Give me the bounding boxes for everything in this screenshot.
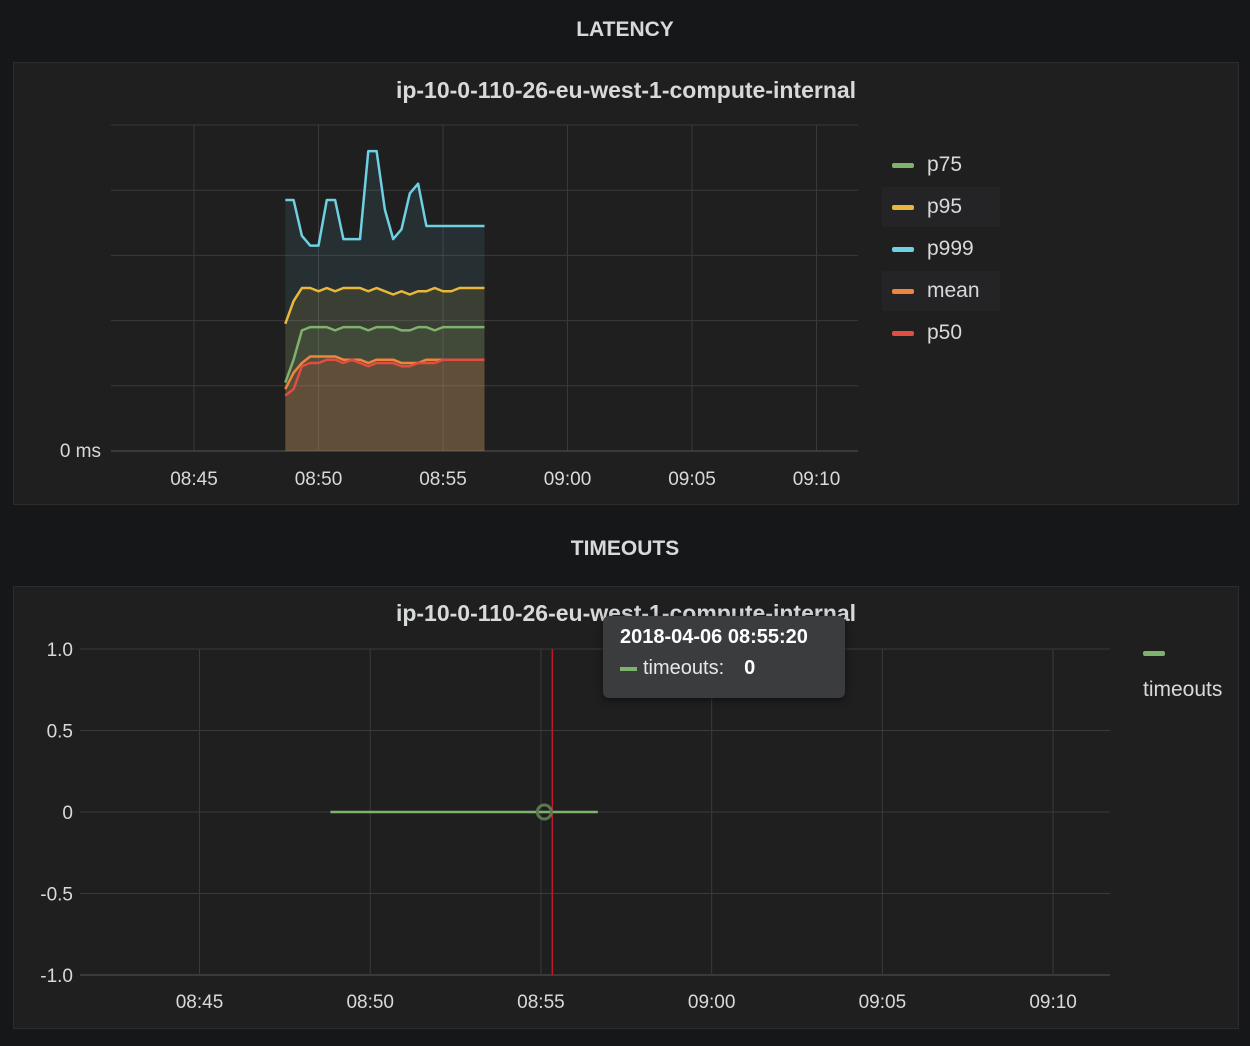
series-line-p999 [285, 149, 485, 247]
row-title-latency[interactable]: LATENCY [576, 18, 674, 41]
tooltip-time: 2018-04-06 08:55:20 [620, 626, 808, 648]
legend-item-timeouts[interactable]: timeouts [1143, 651, 1222, 702]
legend-item-mean[interactable]: mean [882, 271, 1000, 311]
legend-item-p999[interactable]: p999 [882, 229, 1000, 269]
tooltip-row: timeouts: 0 [620, 657, 755, 680]
x-tick-label: 09:05 [859, 992, 907, 1013]
tooltip-value: 0 [744, 657, 756, 679]
legend-item-p95[interactable]: p95 [882, 187, 1000, 227]
series-line-p50 [284, 358, 485, 397]
x-tick-label: 09:10 [793, 469, 841, 490]
legend-item-p50[interactable]: p50 [882, 313, 1000, 353]
x-tick-label: 08:50 [295, 469, 343, 490]
x-tick-label: 09:05 [668, 469, 716, 490]
hover-point-marker [535, 803, 553, 821]
area-p75 [285, 327, 485, 451]
y-tick-label: 0.5 [47, 722, 73, 743]
series-line-p95 [284, 286, 485, 325]
x-tick-label: 08:45 [170, 469, 218, 490]
x-tick-label: 09:00 [688, 992, 736, 1013]
x-tick-label: 09:10 [1029, 992, 1077, 1013]
legend-label: mean [927, 279, 980, 302]
y-tick-label: 1.0 [47, 640, 73, 661]
legend-label: p75 [927, 153, 963, 176]
area-mean [285, 356, 485, 451]
x-tick-label: 08:55 [419, 469, 467, 490]
legend-label: p95 [927, 195, 963, 218]
tooltip-series: timeouts: [643, 657, 725, 679]
y-tick-label: 0 [62, 803, 73, 824]
hover-tooltip: 2018-04-06 08:55:20 timeouts: 0 [603, 616, 845, 698]
legend-swatch [892, 162, 914, 168]
y-tick-label: -1.0 [40, 966, 73, 987]
latency-panel: ip-10-0-110-26-eu-west-1-compute-interna… [13, 62, 1239, 505]
legend-swatch [892, 330, 914, 336]
legend-swatch [892, 204, 914, 210]
area-p50 [285, 359, 485, 451]
panel-title[interactable]: ip-10-0-110-26-eu-west-1-compute-interna… [395, 77, 857, 103]
legend-swatch [892, 246, 914, 252]
legend-item-p75[interactable]: p75 [882, 145, 1000, 185]
legend-label: p50 [927, 321, 963, 344]
legend-label: timeouts [1143, 678, 1223, 701]
legend-swatch [1143, 651, 1165, 656]
series-line-p75 [284, 325, 485, 383]
tooltip-swatch [620, 666, 637, 671]
area-p95 [285, 288, 485, 451]
x-tick-label: 08:45 [176, 992, 224, 1013]
y-tick-label: -0.5 [40, 885, 73, 906]
latency-chart: 08:45 08:50 08:55 09:00 09:05 09:10 0 ms [60, 124, 858, 490]
y-tick-label: 0 ms [60, 441, 101, 462]
legend-label: p999 [927, 237, 974, 260]
x-tick-label: 09:00 [544, 469, 592, 490]
timeouts-chart: 1.0 0.5 0 -0.5 -1.0 08:45 08:50 08:55 09:00 09:05… [40, 640, 1110, 1013]
x-tick-label: 08:50 [346, 992, 394, 1013]
legend-swatch [892, 288, 914, 294]
x-tick-label: 08:55 [517, 992, 565, 1013]
row-title-timeouts[interactable]: TIMEOUTS [570, 537, 680, 560]
